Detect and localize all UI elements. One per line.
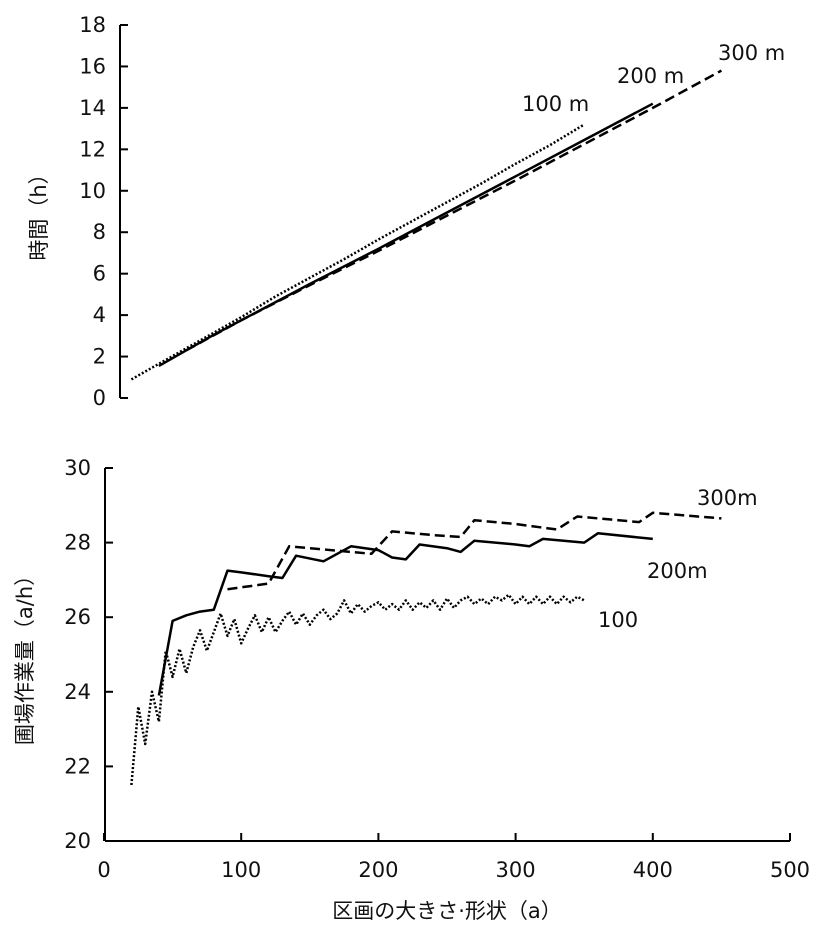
top-y-tick-label: 4 bbox=[93, 303, 106, 327]
bottom-y-tick-label: 30 bbox=[64, 456, 91, 480]
bottom-x-tick-label: 300 bbox=[496, 858, 536, 882]
bottom-y-tick-label: 28 bbox=[64, 531, 91, 555]
top-y-ticks: 0 2 4 6 8 10 12 14 16 18 bbox=[79, 13, 128, 410]
top-y-tick-label: 6 bbox=[93, 262, 106, 286]
bottom-x-tick-label: 200 bbox=[358, 858, 398, 882]
top-series-line-300m bbox=[185, 69, 722, 352]
bottom-y-tick-label: 22 bbox=[64, 754, 91, 778]
top-series-label-300m: 300 m bbox=[718, 41, 785, 65]
bottom-x-tick-label: 400 bbox=[633, 858, 673, 882]
top-series-label-200m: 200 m bbox=[617, 64, 684, 88]
top-y-tick-label: 12 bbox=[79, 137, 106, 161]
bottom-series-line-300m bbox=[227, 511, 722, 591]
bottom-x-tick-label: 100 bbox=[221, 858, 261, 882]
bottom-x-tick-label: 0 bbox=[97, 858, 110, 882]
top-y-tick-label: 16 bbox=[79, 54, 106, 78]
bottom-y-ticks: 20 22 24 26 28 30 bbox=[64, 456, 113, 853]
bottom-series-line-100 bbox=[130, 593, 585, 786]
top-y-tick-label: 0 bbox=[93, 386, 106, 410]
bottom-series-line-200m bbox=[157, 532, 653, 696]
top-y-tick-label: 10 bbox=[79, 179, 106, 203]
bottom-series-group bbox=[130, 511, 722, 786]
top-y-tick-label: 2 bbox=[93, 345, 106, 369]
top-y-axis-title: 時間（h） bbox=[27, 163, 51, 260]
bottom-series-label-300m: 300m bbox=[697, 486, 758, 510]
top-chart: 0 2 4 6 8 10 12 14 16 18 時間（h） 100 m 200 m 300 m bbox=[27, 13, 785, 410]
bottom-x-ticks: 0 100 200 300 400 500 bbox=[97, 833, 810, 882]
top-y-tick-label: 14 bbox=[79, 96, 106, 120]
bottom-series-label-200m: 200m bbox=[647, 559, 708, 583]
top-y-tick-label: 8 bbox=[93, 220, 106, 244]
top-series-line-200m bbox=[158, 102, 654, 367]
bottom-y-tick-label: 24 bbox=[64, 680, 91, 704]
bottom-y-axis-title: 圃場作業量（a/h） bbox=[13, 565, 37, 745]
bottom-y-tick-label: 20 bbox=[64, 829, 91, 853]
top-y-tick-label: 18 bbox=[79, 13, 106, 37]
top-series-label-100m: 100 m bbox=[522, 92, 589, 116]
bottom-y-tick-label: 26 bbox=[64, 605, 91, 629]
top-series-group bbox=[130, 69, 722, 381]
bottom-x-axis-title: 区画の大きさ·形状（a） bbox=[332, 899, 562, 923]
bottom-chart: 20 22 24 26 28 30 0 100 200 300 400 500 圃場作業量（a/h）… bbox=[13, 456, 810, 923]
bottom-x-tick-label: 500 bbox=[770, 858, 810, 882]
top-series-line-100m bbox=[130, 123, 585, 381]
bottom-series-label-100: 100 bbox=[598, 608, 638, 632]
